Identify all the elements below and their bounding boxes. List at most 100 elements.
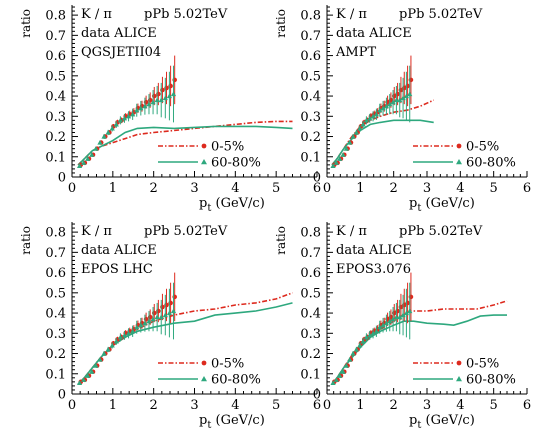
annotation-model: AMPT (335, 45, 376, 60)
data-point-peripheral (89, 369, 95, 374)
legend-label-peripheral: 60-80% (466, 156, 516, 171)
data-point-peripheral (97, 357, 103, 362)
y-tick-label: 0.7 (300, 246, 321, 261)
data-point-peripheral (121, 332, 128, 338)
chart-panel-4: 0 1 2 3 4 5 600.10.20.30.40.50.60.70.8ratiopt … (274, 222, 531, 431)
data-point-peripheral (117, 334, 123, 340)
data-point-peripheral (377, 107, 383, 113)
data-point-peripheral (101, 133, 107, 139)
data-point-peripheral (380, 322, 386, 328)
data-point-peripheral (350, 350, 356, 356)
y-tick-label: 0.5 (45, 286, 66, 301)
data-point-peripheral (158, 97, 164, 103)
data-point-peripheral (370, 330, 376, 336)
annotation-model: EPOS3.076 (336, 262, 411, 277)
series-line-central (77, 292, 293, 385)
annotation-system: pPb 5.02TeV (144, 224, 228, 239)
annotation-ratio: K / π (81, 7, 112, 22)
chart-panel-3: 0 1 2 3 4 5 600.10.20.30.40.50.60.70.8ratiopt … (19, 222, 321, 431)
x-tick-label: 1 (356, 181, 364, 196)
annotation-data-label: data ALICE (336, 26, 412, 41)
legend-label-central: 0-5% (211, 140, 244, 155)
data-point-peripheral (81, 377, 87, 382)
data-point-peripheral (383, 320, 389, 326)
data-point-peripheral (367, 332, 373, 338)
series-line-peripheral (331, 314, 507, 385)
legend-label-central: 0-5% (466, 140, 499, 155)
x-tick-label: 0 (323, 181, 331, 196)
y-tick-label: 0.7 (45, 246, 66, 261)
data-point-peripheral (162, 95, 168, 101)
x-tick-label: 6 (523, 181, 531, 196)
data-point-peripheral (343, 363, 349, 368)
data-point-peripheral (166, 93, 172, 99)
data-point-peripheral (113, 338, 119, 344)
data-point-peripheral (134, 107, 140, 113)
x-tick-label: 4 (456, 181, 464, 196)
y-tick-label: 0.6 (45, 266, 66, 281)
data-point-peripheral (390, 99, 396, 105)
y-tick-label: 0.7 (45, 29, 66, 44)
data-point-peripheral (85, 373, 91, 378)
y-tick-label: 0 (58, 388, 66, 403)
y-tick-label: 0.8 (300, 9, 321, 24)
data-point-peripheral (370, 113, 376, 119)
data-point-peripheral (154, 97, 160, 103)
data-point-peripheral (125, 330, 132, 336)
data-point-peripheral (387, 101, 393, 107)
y-tick-label: 0.3 (300, 110, 321, 125)
x-axis-label: pt (GeV/c) (409, 196, 475, 214)
data-point-peripheral (400, 95, 406, 101)
data-point-peripheral (363, 117, 369, 123)
data-point-peripheral (360, 121, 366, 127)
legend-label-peripheral: 60-80% (211, 373, 261, 388)
y-tick-label: 0 (313, 388, 321, 403)
legend-marker-peripheral (201, 159, 207, 165)
data-point-peripheral (337, 156, 343, 161)
data-point-peripheral (407, 91, 413, 97)
x-tick-label: 6 (523, 398, 531, 413)
x-tick-label: 2 (150, 398, 158, 413)
series-line-peripheral (77, 302, 293, 385)
data-point-peripheral (109, 125, 115, 131)
x-tick-label: 2 (390, 398, 398, 413)
data-point-peripheral (81, 160, 87, 165)
x-tick-label: 0 (68, 181, 76, 196)
y-tick-label: 0.3 (45, 327, 66, 342)
data-point-peripheral (101, 350, 107, 356)
annotation-data-label: data ALICE (336, 243, 412, 258)
y-tick-label: 0.4 (45, 307, 66, 322)
legend-label-central: 0-5% (211, 357, 244, 372)
series-line-peripheral (331, 119, 434, 166)
data-point-peripheral (393, 97, 399, 103)
data-point-peripheral (377, 324, 383, 330)
y-tick-label: 0.5 (300, 286, 321, 301)
data-point-peripheral (138, 322, 144, 328)
x-axis-label: pt (GeV/c) (199, 196, 265, 214)
data-point-peripheral (347, 357, 353, 362)
x-tick-label: 1 (109, 181, 117, 196)
x-tick-label: 1 (356, 398, 364, 413)
data-point-peripheral (146, 101, 152, 107)
data-point-peripheral (350, 133, 356, 139)
legend-marker-peripheral (456, 159, 462, 165)
x-tick-label: 3 (190, 181, 198, 196)
data-point-peripheral (353, 346, 359, 352)
y-tick-label: 0.8 (45, 9, 66, 24)
data-point-peripheral (109, 342, 115, 348)
annotation-system: pPb 5.02TeV (144, 7, 228, 22)
legend-marker-peripheral (456, 376, 462, 382)
legend-marker-peripheral (201, 376, 207, 382)
data-point-peripheral (397, 97, 403, 103)
legend-marker-central (456, 360, 462, 366)
y-tick-label: 0.1 (300, 367, 321, 382)
data-point-peripheral (117, 117, 123, 123)
data-point-peripheral (407, 308, 413, 314)
annotation-data-label: data ALICE (81, 26, 157, 41)
x-tick-label: 5 (490, 181, 498, 196)
legend-marker-central (201, 360, 207, 366)
x-tick-label: 6 (313, 398, 321, 413)
y-tick-label: 0 (58, 171, 66, 186)
y-tick-label: 0.4 (300, 307, 321, 322)
x-tick-label: 2 (390, 181, 398, 196)
